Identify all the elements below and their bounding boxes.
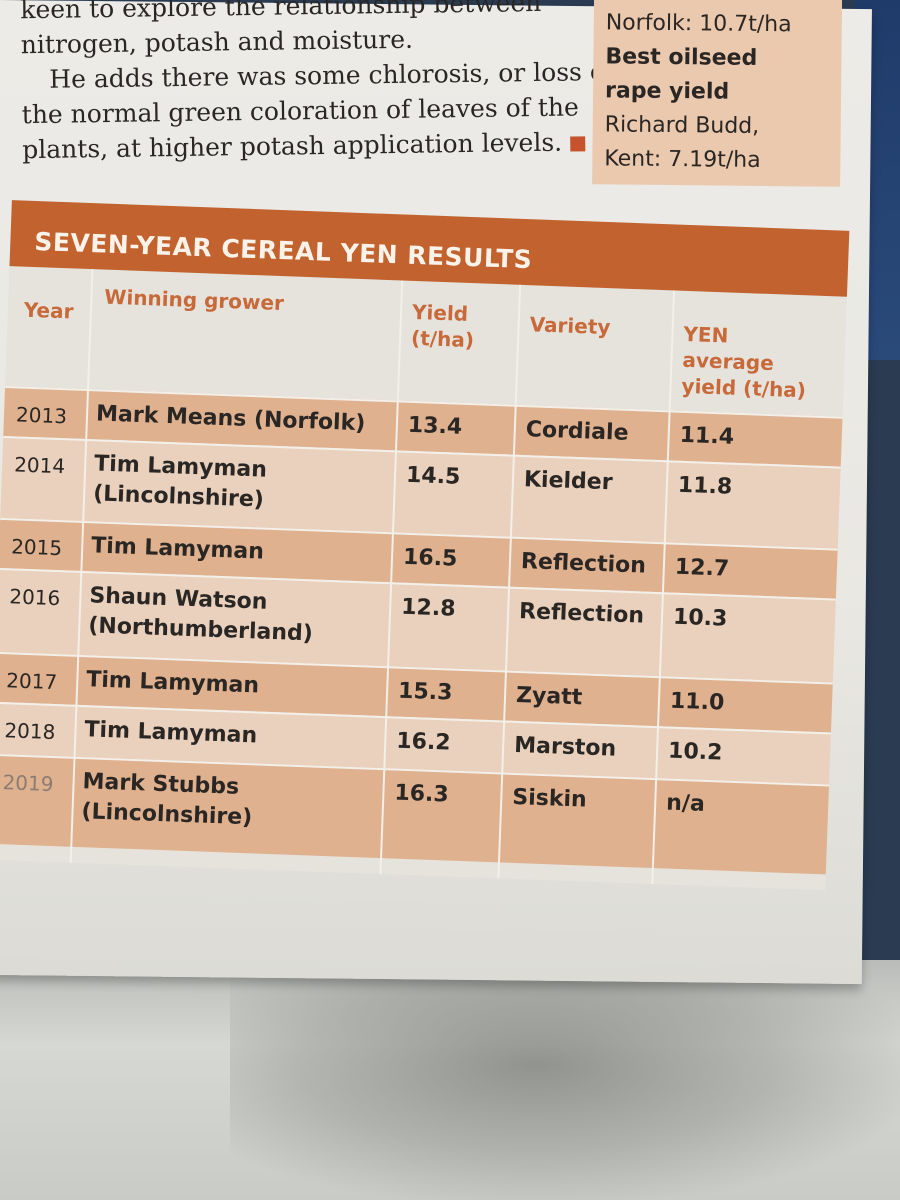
cell-yield: 16.3	[393, 780, 450, 808]
header-grower: Winning grower	[103, 284, 285, 316]
end-of-article-mark	[570, 136, 586, 152]
magazine-page: keen to explore the relationship between…	[0, 0, 872, 985]
cell-yield: 16.5	[402, 544, 458, 572]
cell-yen: 11.8	[677, 472, 733, 500]
cell-grower: Tim Lamyman	[85, 667, 260, 699]
cell-grower: Tim Lamyman	[84, 717, 258, 749]
cell-yen: 10.3	[672, 604, 728, 632]
cell-variety: Reflection	[520, 549, 647, 579]
cell-grower: Mark Stubbs (Lincolnshire)	[81, 767, 254, 833]
article-line-text: plants, at higher potash application lev…	[22, 127, 563, 165]
results-table: SEVEN-YEAR CEREAL YEN RESULTS Year Winni…	[0, 200, 850, 891]
cell-yen: n/a	[665, 790, 706, 817]
cell-year: 2018	[4, 718, 56, 745]
article-text: keen to explore the relationship between…	[20, 0, 614, 168]
cell-yen: 12.7	[674, 554, 730, 582]
cell-grower: Tim Lamyman (Lincolnshire)	[93, 449, 268, 515]
cell-grower: Tim Lamyman	[90, 533, 265, 565]
header-yen-line: yield (t/ha)	[681, 373, 807, 403]
header-yield: Yield (t/ha)	[411, 299, 476, 353]
cell-year: 2015	[10, 534, 63, 561]
sidebar-winner-detail: Kent: 7.19t/ha	[604, 146, 761, 173]
cell-variety: Marston	[513, 732, 617, 762]
cell-variety: Zyatt	[515, 682, 583, 711]
cell-grower: Mark Means (Norfolk)	[95, 401, 366, 437]
cell-yield: 16.2	[395, 728, 452, 756]
awards-sidebar: Norfolk: 10.7t/ha Best oilseed rape yiel…	[592, 0, 843, 187]
sidebar-heading: Best oilseed	[605, 44, 758, 71]
cell-variety: Reflection	[518, 599, 645, 629]
table-title: SEVEN-YEAR CEREAL YEN RESULTS	[9, 200, 850, 297]
header-yield-line: (t/ha)	[410, 325, 475, 353]
cell-year: 2016	[8, 584, 61, 611]
cell-grower: Shaun Watson (Northumberland)	[88, 581, 315, 649]
cell-grower-line: (Lincolnshire)	[81, 799, 253, 831]
cell-variety: Siskin	[511, 784, 588, 813]
cell-yen: 11.4	[679, 422, 735, 450]
cell-year: 2014	[13, 452, 66, 479]
sidebar-winner: Richard Budd,	[604, 112, 760, 139]
cell-year: 2013	[15, 402, 68, 429]
header-variety: Variety	[529, 312, 611, 340]
cell-year: 2019	[2, 770, 54, 797]
article-line: plants, at higher potash application lev…	[22, 125, 586, 168]
sidebar-line: Norfolk: 10.7t/ha	[605, 10, 792, 38]
cell-yen: 10.2	[667, 738, 723, 766]
cell-grower-line: (Lincolnshire)	[92, 481, 265, 513]
cell-yield: 13.4	[407, 412, 463, 440]
cell-yield: 12.8	[400, 594, 456, 622]
cell-variety: Cordiale	[525, 417, 629, 446]
header-yield-line: Yield	[411, 299, 469, 326]
header-yen-average: YEN average yield (t/ha)	[681, 321, 808, 404]
header-year: Year	[23, 297, 74, 324]
cell-yen: 11.0	[669, 688, 725, 716]
cell-year: 2017	[5, 668, 58, 695]
cell-variety: Kielder	[523, 467, 613, 496]
cell-yield: 14.5	[405, 462, 461, 490]
sidebar-heading: rape yield	[604, 78, 730, 105]
shadow	[230, 975, 900, 1200]
cell-yield: 15.3	[397, 678, 453, 706]
